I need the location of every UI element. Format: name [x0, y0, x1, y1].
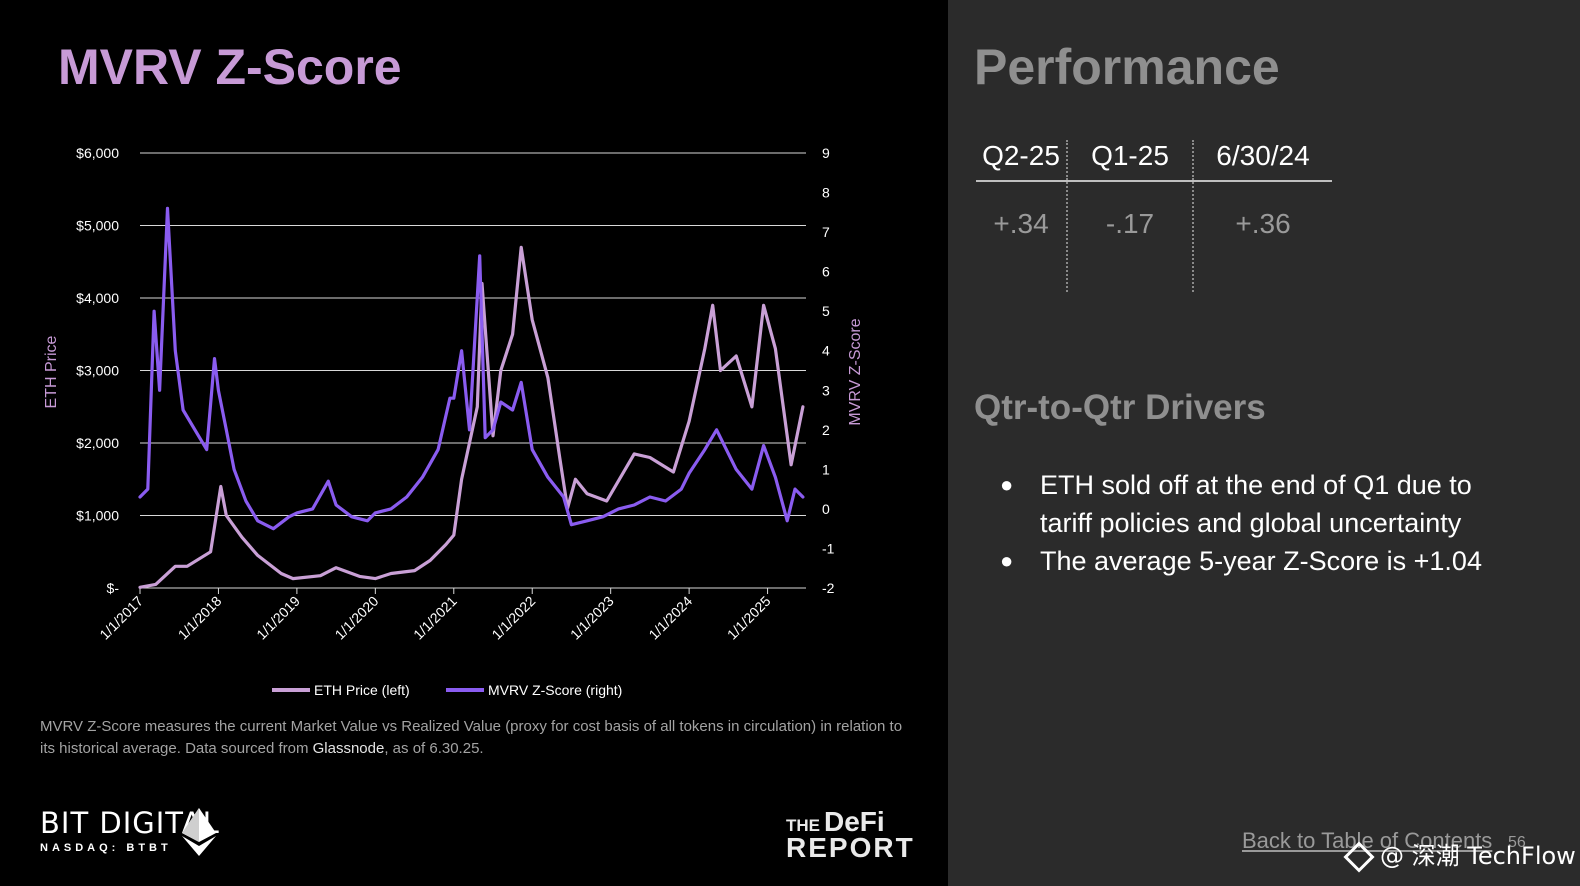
y-left-tick: $1,000 [76, 508, 119, 524]
performance-value-row: +.34 -.17 +.36 [976, 181, 1332, 292]
legend: ETH Price (left) MVRV Z-Score (right) [272, 682, 622, 698]
defi-report-the: THE [786, 816, 820, 835]
y-left-axis-label: ETH Price [43, 335, 60, 408]
col-q1-25: Q1-25 [1066, 140, 1193, 182]
watermark-text: @ 深潮 TechFlow [1380, 842, 1576, 870]
y-right-tick: 4 [822, 343, 830, 359]
x-tick-label: 1/1/2025 [724, 593, 774, 643]
defi-report-report: REPORT [786, 832, 915, 863]
y-right-tick: 3 [822, 382, 830, 398]
x-tick-label: 1/1/2022 [488, 593, 538, 643]
value-q1-25: -.17 [1066, 181, 1193, 292]
drivers-list: ● ETH sold off at the end of Q1 due to ta… [1000, 466, 1520, 580]
legend-label: ETH Price (left) [314, 682, 410, 698]
ethereum-icon [182, 808, 216, 856]
footnote-suffix: , as of 6.30.25. [384, 740, 484, 757]
left-panel: MVRV Z-Score $6,000 $5,000 $4,000 $3,000 $2,… [40, 39, 915, 864]
defi-report-logo: THE DeFi REPORT [786, 806, 915, 864]
footnote: MVRV Z-Score measures the current Market… [40, 716, 910, 760]
eth-price-line [138, 245, 805, 589]
value-q2-25: +.34 [993, 208, 1049, 239]
y-right-tick: 1 [822, 461, 830, 477]
x-tick-label: 1/1/2023 [567, 593, 617, 643]
y-right-tick: -1 [822, 540, 835, 556]
y-right-tick: 8 [822, 185, 830, 201]
y-right-tick: 0 [822, 501, 830, 517]
series-lines [138, 206, 805, 589]
y-right-tick: 2 [822, 422, 830, 438]
footnote-source: Glassnode [312, 740, 385, 757]
list-item: ● ETH sold off at the end of Q1 due to ta… [1000, 466, 1520, 542]
driver-text: ETH sold off at the end of Q1 due to tar… [1040, 470, 1472, 538]
footnote-text: MVRV Z-Score measures the current Market… [40, 718, 903, 757]
bit-digital-ticker: NASDAQ: BTBT [40, 842, 172, 854]
chart-title: MVRV Z-Score [58, 39, 402, 95]
y-right-tick: 7 [822, 224, 830, 240]
watermark: @ 深潮 TechFlow [1343, 836, 1576, 873]
x-tick-label: 1/1/2018 [175, 593, 225, 643]
y-right-axis-label: MVRV Z-Score [847, 318, 864, 425]
y-left-tick: $3,000 [76, 363, 119, 379]
legend-label: MVRV Z-Score (right) [488, 682, 622, 698]
col-6-30-24: 6/30/24 [1192, 140, 1332, 182]
y-right-tick: 6 [822, 264, 830, 280]
bullet-icon: ● [1000, 548, 1014, 573]
y-left-tick: $6,000 [76, 145, 119, 161]
diamond-icon [1343, 841, 1375, 873]
performance-table: Q2-25 Q1-25 6/30/24 +.34 -.17 +.36 [976, 140, 1332, 292]
defi-report-defi: DeFi [824, 806, 885, 837]
right-panel: Performance Q2-25 Q1-25 6/30/24 +.34 -.1… [948, 0, 1580, 886]
y-left-tick: $4,000 [76, 290, 119, 306]
y-left-tick: $- [107, 580, 120, 596]
drivers-title: Qtr-to-Qtr Drivers [974, 388, 1266, 427]
y-right-tick: 9 [822, 145, 830, 161]
x-tick-label: 1/1/2021 [410, 593, 460, 643]
x-tick-label: 1/1/2017 [96, 593, 146, 643]
value-6-30-24: +.36 [1192, 181, 1332, 292]
page-number: 56 [1508, 834, 1526, 851]
right-axis-ticks: 9 8 7 6 5 4 3 2 1 0 -1 -2 [822, 145, 835, 596]
x-tick-label: 1/1/2020 [332, 593, 382, 643]
list-item: ● The average 5-year Z-Score is +1.04 [1000, 542, 1520, 580]
left-axis-ticks: $6,000 $5,000 $4,000 $3,000 $2,000 $1,000 $- [76, 145, 119, 596]
x-axis-ticks: 1/1/2017 1/1/2018 1/1/2019 1/1/2020 1/1/2021… [96, 588, 774, 643]
performance-title: Performance [974, 39, 1280, 95]
bullet-icon: ● [1000, 472, 1014, 497]
back-to-toc-link[interactable]: Back to Table of Contents [1242, 828, 1493, 853]
x-tick-label: 1/1/2019 [253, 593, 303, 643]
y-right-tick: -2 [822, 580, 835, 596]
x-tick-label: 1/1/2024 [645, 593, 695, 643]
col-q2-25: Q2-25 [976, 140, 1067, 182]
y-left-tick: $5,000 [76, 218, 119, 234]
y-right-tick: 5 [822, 303, 830, 319]
driver-text: The average 5-year Z-Score is +1.04 [1040, 546, 1482, 576]
mvrv-chart: $6,000 $5,000 $4,000 $3,000 $2,000 $1,000 $- 9… [43, 145, 864, 698]
performance-header-row: Q2-25 Q1-25 6/30/24 [976, 140, 1332, 182]
grid-lines [140, 152, 806, 589]
y-left-tick: $2,000 [76, 435, 119, 451]
mvrv-zscore-line [138, 206, 805, 531]
